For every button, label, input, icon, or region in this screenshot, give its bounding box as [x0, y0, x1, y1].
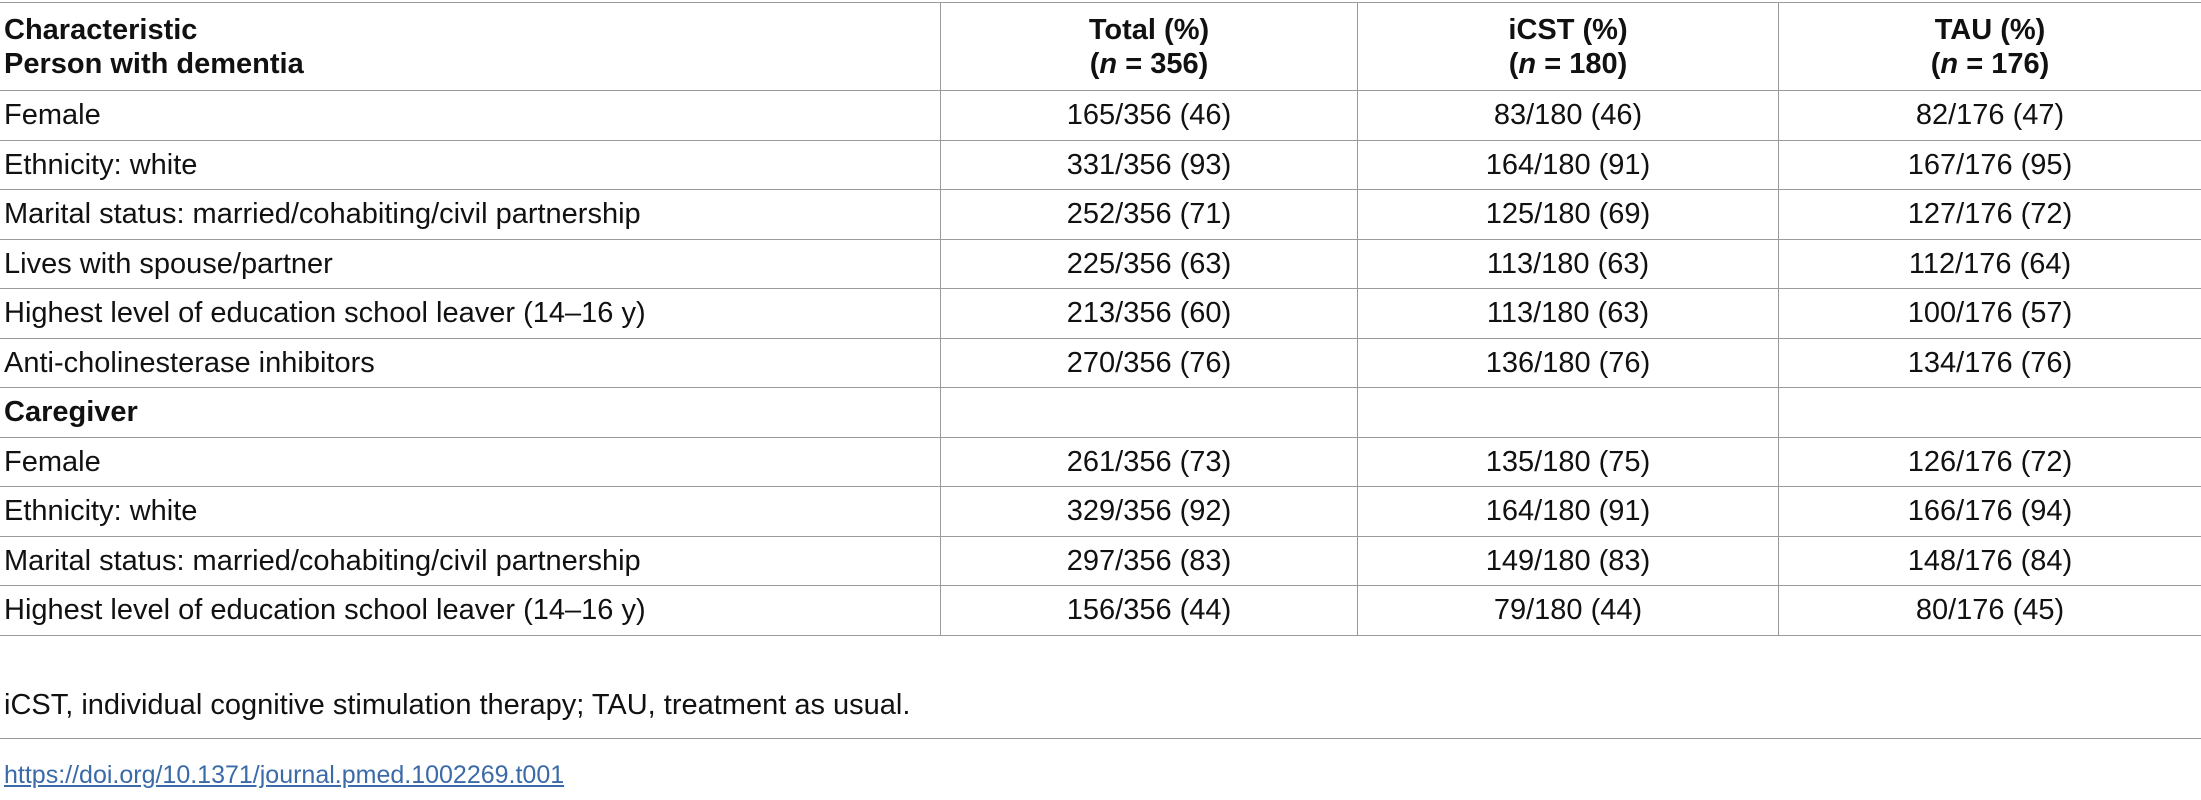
section-row-caregiver: Caregiver — [0, 387, 2201, 438]
row-label: Marital status: married/cohabiting/civil… — [0, 189, 941, 240]
row-label: Marital status: married/cohabiting/civil… — [0, 535, 941, 586]
header-icst-n: (n = 180) — [1508, 47, 1628, 80]
header-characteristic: Characteristic Person with dementia — [0, 2, 941, 91]
header-icst: iCST (%) (n = 180) — [1357, 2, 1779, 91]
cell-tau: 100/176 (57) — [1778, 288, 2201, 339]
cell-tau: 148/176 (84) — [1778, 535, 2201, 586]
cell-icst: 164/180 (91) — [1357, 486, 1779, 537]
cell-tau — [1778, 387, 2201, 438]
cell-total: 156/356 (44) — [940, 585, 1358, 636]
table-row: Marital status: married/cohabiting/civil… — [0, 189, 2201, 240]
row-label: Lives with spouse/partner — [0, 238, 941, 289]
table-row: Female 261/356 (73) 135/180 (75) 126/176… — [0, 436, 2201, 487]
cell-total: 252/356 (71) — [940, 189, 1358, 240]
section-label-caregiver: Caregiver — [0, 387, 941, 438]
table-row: Anti-cholinesterase inhibitors 270/356 (… — [0, 337, 2201, 388]
table-row: Marital status: married/cohabiting/civil… — [0, 535, 2201, 586]
row-label: Female — [0, 436, 941, 487]
cell-icst: 125/180 (69) — [1357, 189, 1779, 240]
table-row: Ethnicity: white 331/356 (93) 164/180 (9… — [0, 139, 2201, 190]
cell-total: 261/356 (73) — [940, 436, 1358, 487]
table-row: Highest level of education school leaver… — [0, 585, 2201, 636]
row-label: Highest level of education school leaver… — [0, 585, 941, 636]
row-label: Highest level of education school leaver… — [0, 288, 941, 339]
row-label: Ethnicity: white — [0, 486, 941, 537]
table-row: Lives with spouse/partner 225/356 (63) 1… — [0, 238, 2201, 289]
cell-tau: 126/176 (72) — [1778, 436, 2201, 487]
cell-tau: 80/176 (45) — [1778, 585, 2201, 636]
cell-icst: 79/180 (44) — [1357, 585, 1779, 636]
cell-icst: 136/180 (76) — [1357, 337, 1779, 388]
cell-total: 213/356 (60) — [940, 288, 1358, 339]
cell-icst: 113/180 (63) — [1357, 288, 1779, 339]
header-total-label: Total (%) — [1088, 13, 1210, 46]
cell-total: 165/356 (46) — [940, 90, 1358, 141]
characteristics-table: Characteristic Person with dementia Tota… — [0, 2, 2201, 636]
table-row: Female 165/356 (46) 83/180 (46) 82/176 (… — [0, 90, 2201, 141]
cell-tau: 166/176 (94) — [1778, 486, 2201, 537]
cell-icst: 149/180 (83) — [1357, 535, 1779, 586]
table-header-row: Characteristic Person with dementia Tota… — [0, 2, 2201, 91]
table-row: Highest level of education school leaver… — [0, 288, 2201, 339]
header-total-n: (n = 356) — [1089, 47, 1209, 80]
cell-total: 331/356 (93) — [940, 139, 1358, 190]
header-icst-label: iCST (%) — [1508, 13, 1628, 46]
header-total: Total (%) (n = 356) — [940, 2, 1358, 91]
cell-icst — [1357, 387, 1779, 438]
cell-icst: 135/180 (75) — [1357, 436, 1779, 487]
cell-tau: 112/176 (64) — [1778, 238, 2201, 289]
cell-total: 270/356 (76) — [940, 337, 1358, 388]
table-footnote: iCST, individual cognitive stimulation t… — [4, 689, 911, 721]
cell-tau: 82/176 (47) — [1778, 90, 2201, 141]
cell-icst: 113/180 (63) — [1357, 238, 1779, 289]
cell-total: 297/356 (83) — [940, 535, 1358, 586]
cell-tau: 167/176 (95) — [1778, 139, 2201, 190]
header-tau: TAU (%) (n = 176) — [1778, 2, 2201, 91]
cell-total: 225/356 (63) — [940, 238, 1358, 289]
doi-link[interactable]: https://doi.org/10.1371/journal.pmed.100… — [4, 761, 565, 789]
footer-divider — [0, 738, 2201, 739]
table-row: Ethnicity: white 329/356 (92) 164/180 (9… — [0, 486, 2201, 537]
cell-total — [940, 387, 1358, 438]
row-label: Female — [0, 90, 941, 141]
cell-icst: 83/180 (46) — [1357, 90, 1779, 141]
cell-icst: 164/180 (91) — [1357, 139, 1779, 190]
cell-tau: 127/176 (72) — [1778, 189, 2201, 240]
header-person-with-dementia: Person with dementia — [4, 47, 304, 80]
header-tau-label: TAU (%) — [1934, 13, 2046, 46]
header-characteristic-label: Characteristic — [4, 13, 198, 46]
cell-tau: 134/176 (76) — [1778, 337, 2201, 388]
cell-total: 329/356 (92) — [940, 486, 1358, 537]
header-tau-n: (n = 176) — [1930, 47, 2050, 80]
row-label: Ethnicity: white — [0, 139, 941, 190]
row-label: Anti-cholinesterase inhibitors — [0, 337, 941, 388]
